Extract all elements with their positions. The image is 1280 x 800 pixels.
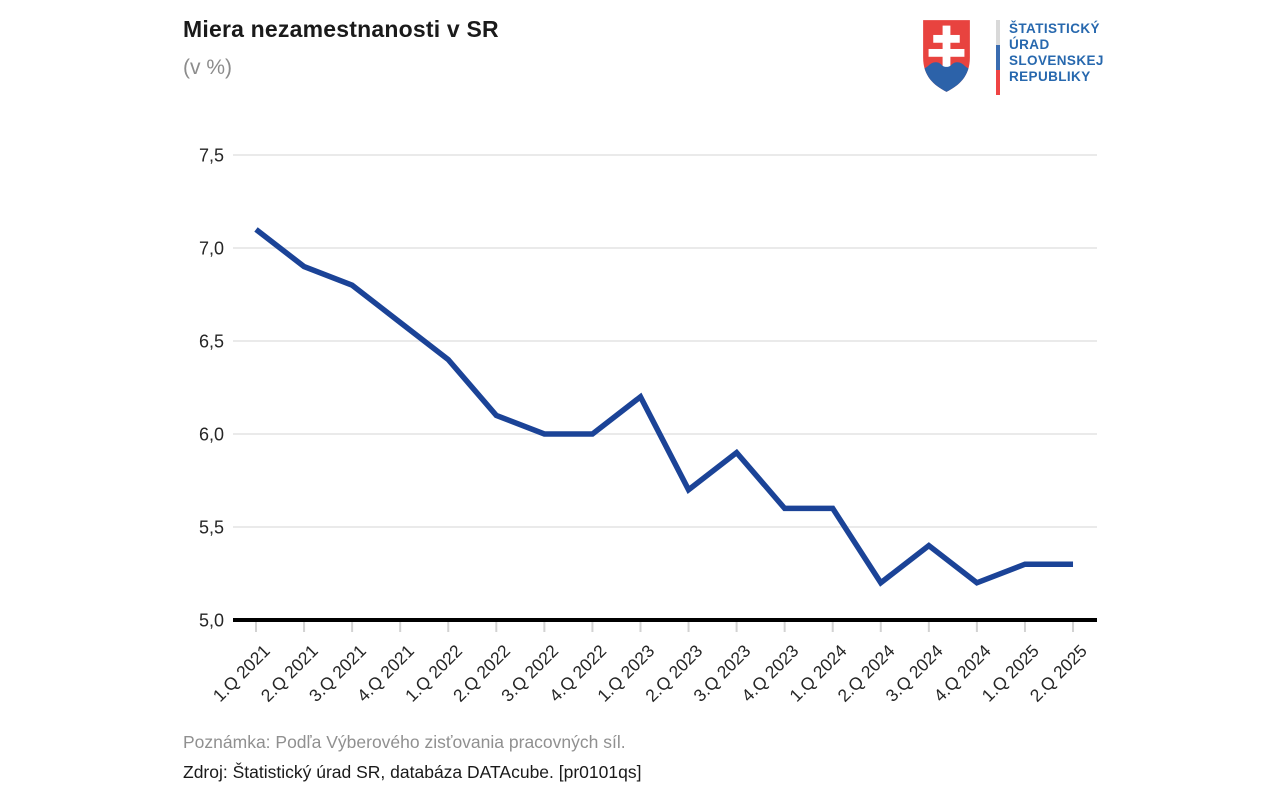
page-title: Miera nezamestnanosti v SR [183,16,499,42]
gridlines [233,154,1097,528]
x-axis-ticks [255,622,1075,632]
y-tick-label: 7,0 [199,239,224,259]
y-tick-label: 6,0 [199,425,224,445]
chart-source: Zdroj: Štatistický úrad SR, databáza DAT… [183,762,642,782]
logo-org-line: ŠTATISTICKÝ [1009,21,1100,36]
chart-note: Poznámka: Podľa Výberového zisťovania pr… [183,732,626,752]
y-tick-label: 5,0 [199,611,224,631]
logo-flag-divider [996,20,1000,95]
slovak-coat-of-arms-icon [923,20,970,92]
logo-org-line: REPUBLIKY [1009,69,1091,84]
unemployment-rate-line [254,227,1074,587]
y-tick-label: 7,5 [199,146,224,166]
flag-stripe-white [996,20,1000,45]
logo-org-line: SLOVENSKEJ [1009,53,1104,68]
page-subtitle: (v %) [183,56,232,79]
y-axis-labels: 5,0 5,5 6,0 6,5 7,0 7,5 [199,146,224,631]
flag-stripe-red [996,70,1000,95]
logo-org-name: ŠTATISTICKÝ ÚRAD SLOVENSKEJ REPUBLIKY [1009,21,1104,85]
statistical-office-logo: ŠTATISTICKÝ ÚRAD SLOVENSKEJ REPUBLIKY [920,17,1104,95]
y-tick-label: 6,5 [199,332,224,352]
y-tick-label: 5,5 [199,518,224,538]
logo-org-line: ÚRAD [1009,37,1050,52]
flag-stripe-blue [996,45,1000,70]
